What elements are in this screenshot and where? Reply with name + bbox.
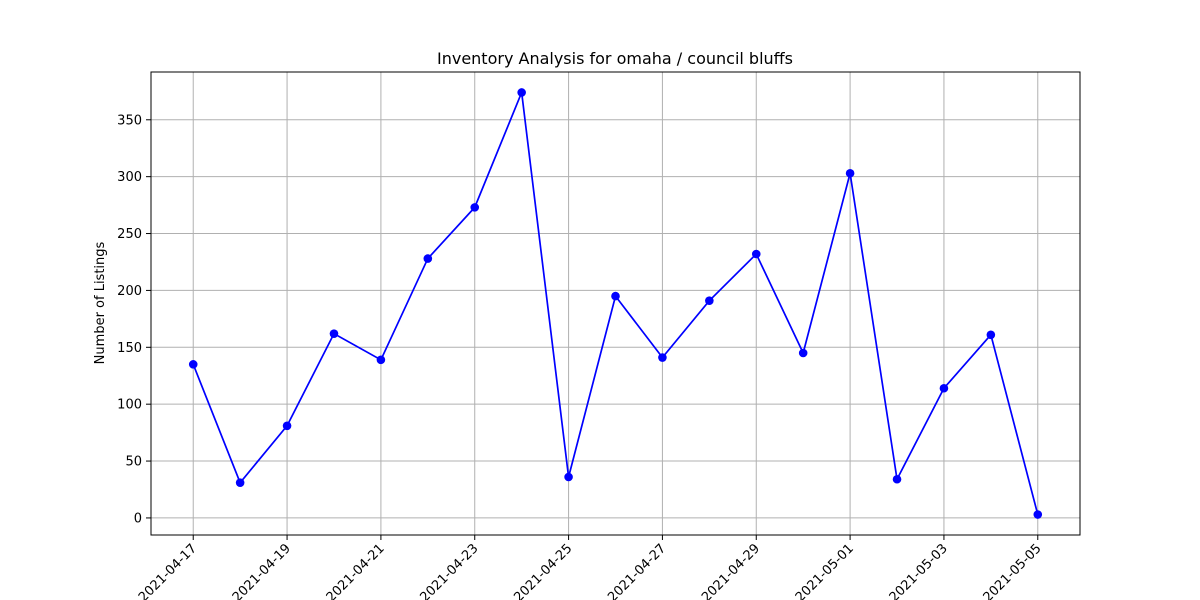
data-point (798, 348, 808, 358)
y-axis-label: Number of Listings (93, 241, 108, 364)
x-tick-label: 2021-05-03 (887, 541, 951, 600)
x-tick-label: 2021-05-01 (793, 541, 857, 600)
plot-frame (150, 71, 1081, 536)
chart-title: Inventory Analysis for omaha / council b… (437, 49, 793, 68)
y-tick-label: 100 (117, 398, 142, 413)
y-axis-ticks: 0 50 100 150 200 250 300 350 (117, 113, 151, 526)
x-tick-label: 2021-04-23 (418, 541, 482, 600)
data-point (329, 329, 339, 338)
data-point (845, 168, 855, 178)
data-point (705, 296, 714, 305)
data-point (282, 421, 292, 431)
data-point (658, 353, 667, 362)
data-point (939, 383, 949, 393)
y-tick-label: 0 (134, 511, 142, 526)
series-line-path (192, 89, 1039, 515)
data-point (611, 291, 620, 301)
x-tick-label: 2021-05-05 (981, 541, 1045, 600)
x-tick-label: 2021-04-27 (605, 541, 669, 600)
data-point (376, 355, 386, 365)
y-tick-label: 50 (125, 455, 142, 470)
series-line (188, 88, 1043, 519)
x-tick-label: 2021-04-21 (324, 541, 388, 600)
data-point (470, 203, 480, 212)
data-point (892, 474, 902, 484)
grid-lines (151, 72, 1080, 535)
y-tick-label: 150 (117, 341, 142, 356)
y-tick-label: 350 (117, 113, 142, 128)
data-point (235, 478, 245, 487)
data-point (564, 472, 573, 482)
y-tick-label: 300 (117, 170, 142, 185)
axes (150, 71, 1081, 536)
y-tick-label: 200 (117, 284, 142, 299)
data-point (751, 249, 761, 259)
x-tick-label: 2021-04-19 (230, 541, 294, 600)
data-point (986, 330, 996, 340)
data-point (423, 254, 433, 263)
x-tick-label: 2021-04-29 (699, 541, 763, 600)
x-tick-label: 2021-04-17 (136, 541, 200, 600)
data-point (1033, 510, 1043, 519)
data-point (188, 360, 198, 369)
data-point (517, 88, 526, 97)
x-tick-label: 2021-04-25 (511, 541, 575, 600)
x-axis-ticks: 2021-04-17 2021-04-19 2021-04-21 2021-04-23… (136, 535, 1045, 600)
y-tick-label: 250 (117, 227, 142, 242)
